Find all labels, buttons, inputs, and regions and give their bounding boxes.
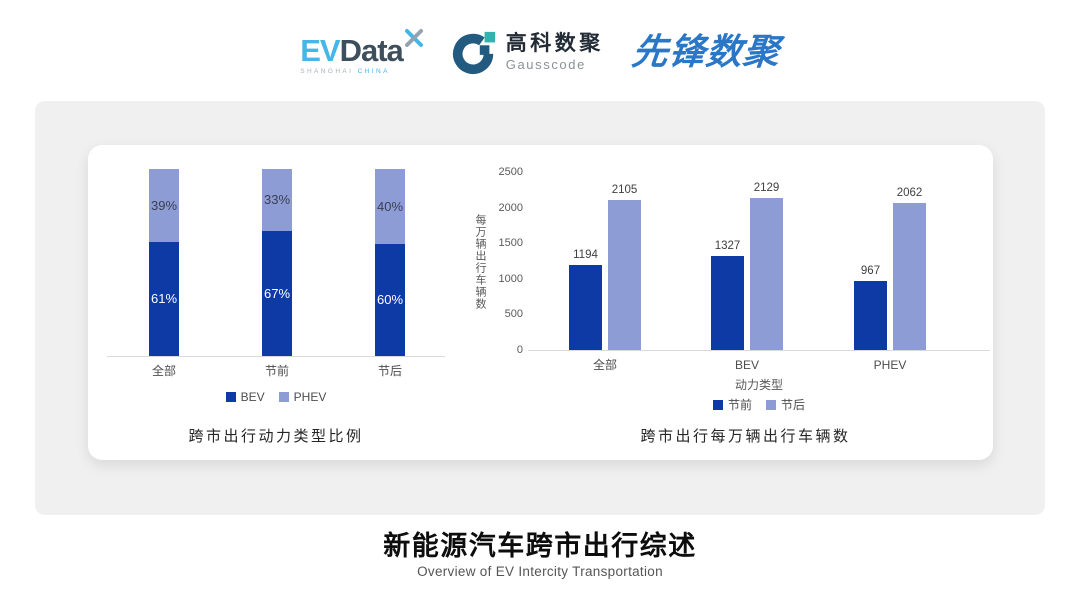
legend-swatch-icon [712,399,723,410]
right-chart-y-tick: 0 [516,344,523,356]
right-chart-bar-post [893,203,926,350]
left-chart-bar-bev [262,231,292,356]
left-chart-legend: BEV PHEV [107,390,445,404]
stack-label-phev: 33% [263,192,291,207]
legend-label: 节前 [727,398,752,412]
bar-value-label: 1327 [714,240,741,252]
right-chart-bar-pre [711,256,744,350]
gausscode-g-icon [452,31,495,74]
evdata-china-text: CHINA [357,68,390,76]
evdata-x-icon [404,29,423,48]
left-chart-bar-phev [262,169,292,231]
left-chart-x-axis [107,356,445,357]
right-chart-y-tick: 1000 [498,272,523,285]
left-chart-category: 节后 [377,364,402,378]
gausscode-logo: 高科数聚 Gausscode [452,29,604,75]
pioneer-logo: 先锋数聚 [629,31,782,72]
right-chart-legend: 节前 节后 [528,396,990,413]
left-chart-bar-phev [375,169,405,244]
legend-item-节前: 节前 [712,396,752,413]
stack-label-phev: 39% [150,197,178,213]
legend-label: 节后 [781,398,806,412]
right-chart-title: 跨市出行每万辆出行车辆数 [640,428,851,445]
page-subtitle: Overview of EV Intercity Transportation [417,564,663,579]
gausscode-texts: 高科数聚 Gausscode [506,33,604,71]
left-chart-bar-bev [149,242,179,356]
bar-value-label: 2129 [753,182,780,194]
stack-label-bev: 67% [263,285,291,301]
right-chart-category: BEV [734,358,759,372]
right-chart-category: PHEV [873,358,907,372]
legend-label: BEV [240,390,265,404]
right-chart-y-tick: 2000 [498,201,523,214]
right-chart-bar-post [750,198,783,350]
stack-label-bev: 61% [150,291,178,306]
bar-value-label: 2062 [896,187,923,199]
header-logos: EV Data SHANGHAI CHINA 高科数聚 Gausscode [0,22,1080,82]
evdata-logo: EV Data SHANGHAI CHINA [300,28,424,76]
legend-item-BEV: BEV [225,390,265,404]
bar-value-label: 967 [860,265,881,277]
right-chart-x-axis-label: 动力类型 [734,378,783,392]
right-chart-y-axis-label: 每万辆出行车辆数 [474,214,486,310]
left-chart-title: 跨市出行动力类型比例 [188,428,364,445]
right-chart-x-axis [528,350,990,351]
legend-swatch-icon [225,392,236,402]
bar-value-label: 1194 [573,249,598,261]
left-chart-category: 节前 [264,364,289,378]
right-chart-bar-post [608,200,641,350]
right-chart-y-tick: 500 [504,308,523,321]
legend-swatch-icon [766,399,776,410]
legend-label: PHEV [293,390,327,404]
right-chart-bar-pre [854,281,887,350]
bar-value-label: 2105 [611,184,638,196]
legend-swatch-icon [278,392,289,402]
gausscode-cn-text: 高科数聚 [505,32,604,55]
stack-label-bev: 60% [376,292,404,307]
evdata-data-text: Data [339,33,404,69]
right-chart-y-tick: 1500 [498,237,523,250]
left-chart-bar-bev [375,244,405,356]
gausscode-en-text: Gausscode [505,57,586,72]
legend-item-PHEV: PHEV [278,390,327,404]
legend-item-节后: 节后 [766,396,805,413]
evdata-shanghai-text: SHANGHAI [300,68,354,76]
stack-label-phev: 40% [376,198,404,214]
page-title: 新能源汽车跨市出行综述 [383,531,697,561]
evdata-subtext: SHANGHAI CHINA [300,69,390,76]
right-chart-y-tick: 2500 [498,166,523,178]
evdata-ev-text: EV [300,33,340,69]
right-chart-category: 全部 [592,358,617,372]
left-chart-bar-phev [149,169,179,242]
evdata-wordmark: EV Data [300,28,424,66]
left-chart-category: 全部 [151,364,176,378]
right-chart-bar-pre [569,265,602,350]
chart-panel: BEV PHEV 跨市出行动力类型比例 每万辆出行车辆数 动力类型 节前 节后 跨市… [88,145,993,460]
